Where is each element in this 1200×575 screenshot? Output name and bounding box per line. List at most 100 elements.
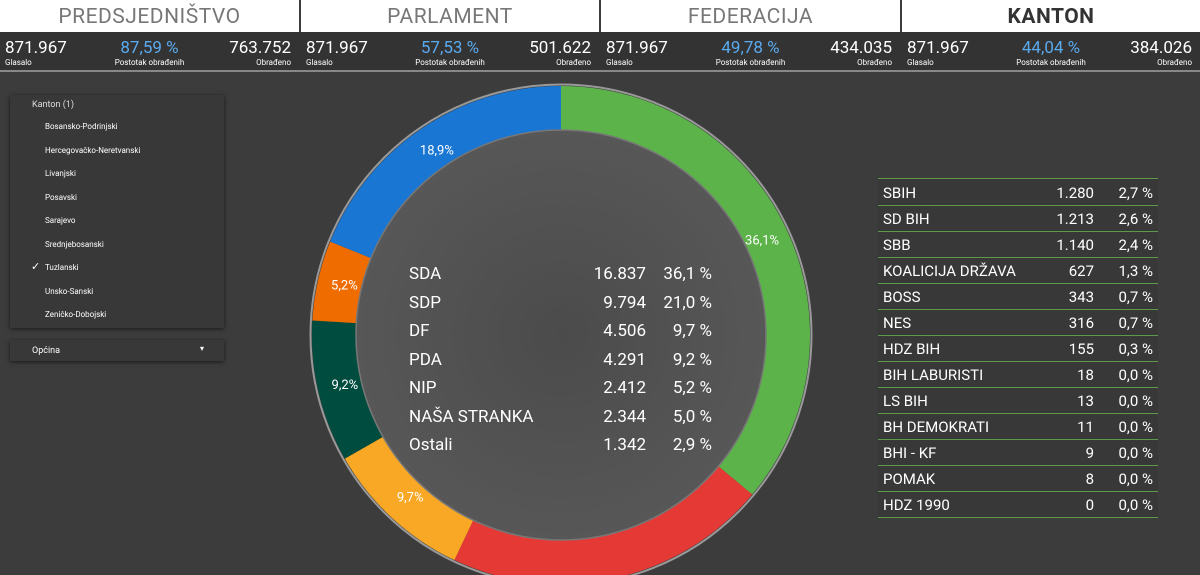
- percent-value: 87,59 %: [120, 38, 179, 58]
- percent-label: Postotak obrađenih: [715, 58, 786, 67]
- filter-title[interactable]: Kanton (1): [32, 100, 74, 110]
- party-percent: 0,3 %: [1118, 340, 1153, 358]
- filter-item[interactable]: Sarajevo: [45, 216, 76, 225]
- filter-item[interactable]: Hercegovačko-Neretvanski: [45, 145, 141, 155]
- processed-value: 501.622: [529, 38, 591, 58]
- party-percent: 2,7 %: [1118, 184, 1153, 202]
- donut-hole: [355, 129, 767, 541]
- row-border: [878, 231, 1158, 232]
- filter-item[interactable]: Tuzlanski: [45, 263, 79, 272]
- party-percent: 9,7 %: [672, 321, 712, 341]
- party-votes: 4.291: [603, 349, 646, 370]
- party-percent: 1,3 %: [1118, 262, 1153, 280]
- filter-dropdown: [10, 340, 224, 361]
- row-border: [878, 361, 1158, 362]
- filter-item[interactable]: Srednjebosanski: [45, 239, 104, 249]
- dropdown-label[interactable]: Općina: [32, 346, 61, 356]
- processed-value: 384.026: [1130, 38, 1192, 58]
- voted-value: 871.967: [907, 38, 969, 58]
- voted-value: 871.967: [306, 38, 368, 58]
- row-border: [878, 205, 1158, 206]
- tab[interactable]: KANTON: [902, 0, 1200, 32]
- party-name: HDZ 1990: [883, 496, 950, 514]
- party-name: HDZ BIH: [883, 340, 941, 358]
- segment-label: 5,2%: [331, 279, 358, 294]
- segment-label: 9,2%: [332, 378, 359, 393]
- filter-item[interactable]: Unsko-Sanski: [45, 286, 94, 296]
- processed-value: 434.035: [830, 38, 892, 58]
- donut-segment: [330, 86, 561, 259]
- dropdown-caret: ▾: [200, 344, 205, 353]
- party-name: SBB: [883, 236, 911, 254]
- party-name: PDA: [409, 349, 442, 370]
- party-name: NIP: [409, 378, 437, 398]
- party-name: BIH LABURISTI: [883, 366, 984, 384]
- processed-label: Obrađeno: [256, 58, 291, 67]
- voted-label: Glasalo: [907, 58, 934, 67]
- filter-item[interactable]: Livanjski: [45, 169, 76, 178]
- voted-value: 871.967: [606, 38, 668, 58]
- party-votes: 13: [1077, 392, 1094, 410]
- filter-item[interactable]: Posavski: [45, 192, 77, 202]
- party-votes: 1.213: [1056, 210, 1094, 228]
- percent-label: Postotak obrađenih: [1016, 58, 1086, 67]
- party-votes: 343: [1068, 288, 1094, 306]
- percent-label: Postotak obrađenih: [415, 58, 485, 67]
- stats-bar: [0, 32, 1200, 72]
- party-name: BHI - KF: [883, 444, 937, 462]
- party-name: POMAK: [883, 470, 936, 488]
- party-name: Ostali: [409, 435, 453, 455]
- party-votes: 2.344: [603, 406, 646, 427]
- party-name: BOSS: [883, 288, 921, 306]
- party-name: SBIH: [883, 184, 917, 202]
- tab[interactable]: PREDSJEDNIŠTVO: [0, 0, 299, 32]
- party-percent: 21,0 %: [663, 292, 712, 313]
- segment-label: 36,1%: [745, 233, 779, 248]
- processed-label: Obrađeno: [857, 58, 892, 67]
- tab[interactable]: PARLAMENT: [301, 0, 599, 32]
- party-votes: 1.342: [603, 435, 646, 455]
- row-border: [878, 413, 1158, 414]
- party-name: SDP: [409, 292, 441, 313]
- party-votes: 11: [1077, 418, 1094, 436]
- row-border: [878, 335, 1158, 336]
- party-votes: 1.280: [1056, 184, 1094, 202]
- row-border: [878, 283, 1158, 284]
- party-percent: 0,0 %: [1118, 496, 1153, 514]
- party-percent: 36,1 %: [663, 264, 712, 284]
- party-name: BH DEMOKRATI: [883, 418, 990, 436]
- donut-segment: [454, 466, 753, 575]
- party-name: DF: [409, 321, 430, 341]
- party-votes: 316: [1068, 314, 1094, 332]
- party-name: KOALICIJA DRŽAVA: [883, 262, 1016, 280]
- row-border: [878, 517, 1158, 518]
- donut-segment: [561, 86, 810, 495]
- party-percent: 5,2 %: [672, 378, 712, 398]
- voted-value: 871.967: [5, 38, 67, 58]
- party-percent: 5,0 %: [672, 406, 712, 427]
- percent-value: 49,78 %: [721, 38, 780, 58]
- voted-label: Glasalo: [306, 58, 333, 67]
- party-percent: 2,6 %: [1118, 210, 1153, 228]
- filter-item[interactable]: Bosansko-Podrinjski: [45, 122, 118, 131]
- filter-item[interactable]: Zeničko-Dobojski: [45, 310, 107, 319]
- percent-value: 57,53 %: [420, 38, 480, 58]
- party-votes: 4.506: [603, 321, 646, 341]
- filter-panel: [10, 95, 224, 328]
- tab[interactable]: FEDERACIJA: [601, 0, 900, 32]
- processed-label: Obrađeno: [556, 58, 591, 67]
- party-name: NES: [883, 314, 912, 332]
- row-border: [878, 257, 1158, 258]
- party-votes: 18: [1077, 366, 1094, 384]
- party-name: NAŠA STRANKA: [409, 406, 534, 427]
- row-border: [878, 387, 1158, 388]
- party-percent: 0,0 %: [1118, 392, 1153, 410]
- row-border: [878, 309, 1158, 310]
- donut-segment: [312, 241, 371, 324]
- party-percent: 0,7 %: [1118, 314, 1153, 332]
- party-percent: 0,0 %: [1118, 444, 1153, 462]
- party-percent: 0,0 %: [1118, 470, 1153, 488]
- party-name: LS BIH: [883, 392, 928, 410]
- segment-label: 18,9%: [420, 143, 454, 158]
